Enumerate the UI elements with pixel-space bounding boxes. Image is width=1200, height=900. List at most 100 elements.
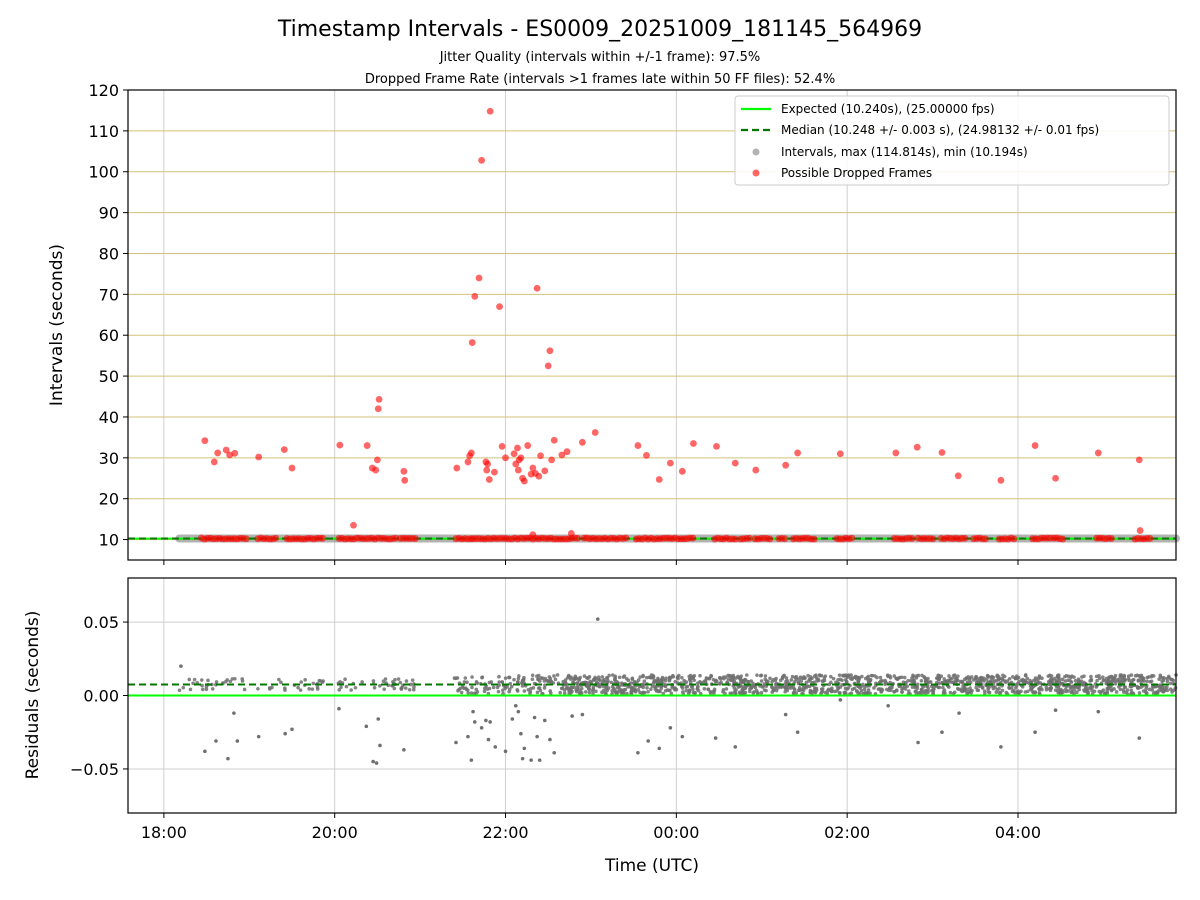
dropped-frame-point (514, 466, 522, 474)
residual-point (1114, 690, 1119, 694)
intervals-y-tick-label: 30 (99, 449, 119, 468)
residual-point (783, 686, 788, 691)
residual-point (685, 684, 690, 689)
residual-point (759, 690, 764, 695)
dropped-frame-points (198, 107, 1154, 543)
residual-point (1097, 689, 1101, 694)
residual-point (1076, 677, 1081, 682)
residual-point (372, 685, 377, 690)
residual-point (812, 674, 817, 678)
residual-point (764, 688, 768, 693)
residual-point (594, 689, 598, 694)
residual-point (817, 673, 822, 677)
residual-point (669, 691, 674, 696)
residual-point (1137, 691, 1142, 695)
dropped-frame-point (563, 448, 571, 456)
residual-point (625, 691, 629, 696)
residual-point (812, 680, 816, 685)
residual-point (353, 685, 358, 690)
residual-point (1124, 690, 1128, 694)
residual-point (648, 675, 653, 680)
residual-point (1112, 687, 1116, 691)
residual-point (854, 689, 859, 693)
residual-point (501, 691, 505, 696)
residual-point (1040, 687, 1044, 692)
residual-point (691, 687, 695, 692)
residual-outlier-point (733, 745, 738, 749)
residual-outlier-point (636, 750, 640, 755)
residual-point (751, 681, 755, 686)
dropped-frame-point (350, 521, 357, 529)
residual-point (371, 679, 376, 683)
residual-point (1048, 679, 1052, 684)
residual-point (472, 691, 477, 696)
residual-point (815, 679, 819, 683)
residual-point (463, 676, 468, 680)
residual-outlier-point (374, 761, 379, 765)
dropped-frame-point (468, 339, 476, 346)
residual-point (807, 684, 812, 689)
residual-outlier-point (488, 720, 492, 724)
residual-point (1161, 678, 1166, 683)
residual-point (667, 677, 672, 682)
residual-point (646, 689, 650, 694)
intervals-y-tick-label: 20 (99, 490, 119, 509)
residual-point (465, 680, 469, 685)
residual-point (1129, 688, 1134, 693)
residual-point (537, 679, 542, 683)
residual-point (641, 673, 645, 678)
residual-point (1080, 675, 1084, 679)
dropped-frame-point (453, 464, 461, 472)
residual-point (1002, 679, 1007, 683)
x-axis-label: Time (UTC) (604, 856, 699, 876)
residual-point (1081, 683, 1086, 687)
residual-point (535, 690, 540, 695)
residual-point (307, 687, 311, 691)
residual-point (228, 679, 233, 684)
residual-point (1136, 678, 1141, 683)
residual-point (1148, 680, 1152, 684)
dropped-frame-point (929, 535, 937, 543)
dropped-frame-point (954, 472, 962, 480)
dropped-frame-point (731, 459, 739, 467)
residual-point (863, 676, 868, 681)
residual-point (382, 687, 387, 691)
dropped-frame-point (374, 456, 381, 464)
residual-point (770, 679, 774, 684)
dropped-frame-point (485, 476, 493, 483)
residual-point (470, 685, 474, 690)
dropped-frame-point (471, 292, 479, 300)
residual-point (605, 675, 610, 680)
dropped-frame-point (231, 449, 239, 457)
residual-point (486, 691, 491, 696)
dropped-frame-point (1031, 442, 1039, 449)
x-tick-label: 00:00 (653, 823, 699, 842)
residual-point (1076, 685, 1080, 689)
residual-point (808, 675, 813, 679)
residual-point (878, 675, 883, 680)
dropped-frame-point (336, 441, 344, 449)
residual-point (890, 685, 894, 690)
residual-point (522, 689, 527, 693)
dropped-frame-point (1094, 449, 1102, 457)
dropped-frame-point (1146, 535, 1154, 542)
residual-outlier-point (548, 737, 552, 742)
residual-point (489, 680, 494, 684)
residual-point (721, 689, 725, 694)
residual-point (570, 685, 574, 690)
residual-point (1168, 687, 1173, 692)
residual-point (879, 687, 884, 691)
residual-point (743, 678, 748, 682)
residual-point (1000, 676, 1004, 681)
residual-point (689, 675, 694, 680)
residual-point (515, 688, 520, 692)
residual-point (1073, 678, 1078, 683)
residual-point (746, 680, 751, 684)
residual-point (980, 686, 985, 690)
residual-point (530, 673, 535, 678)
residual-point (564, 686, 569, 691)
residual-point (865, 691, 870, 695)
dropped-frame-point (1108, 535, 1115, 542)
residual-point (601, 680, 605, 685)
dropped-frame-point (548, 456, 556, 464)
